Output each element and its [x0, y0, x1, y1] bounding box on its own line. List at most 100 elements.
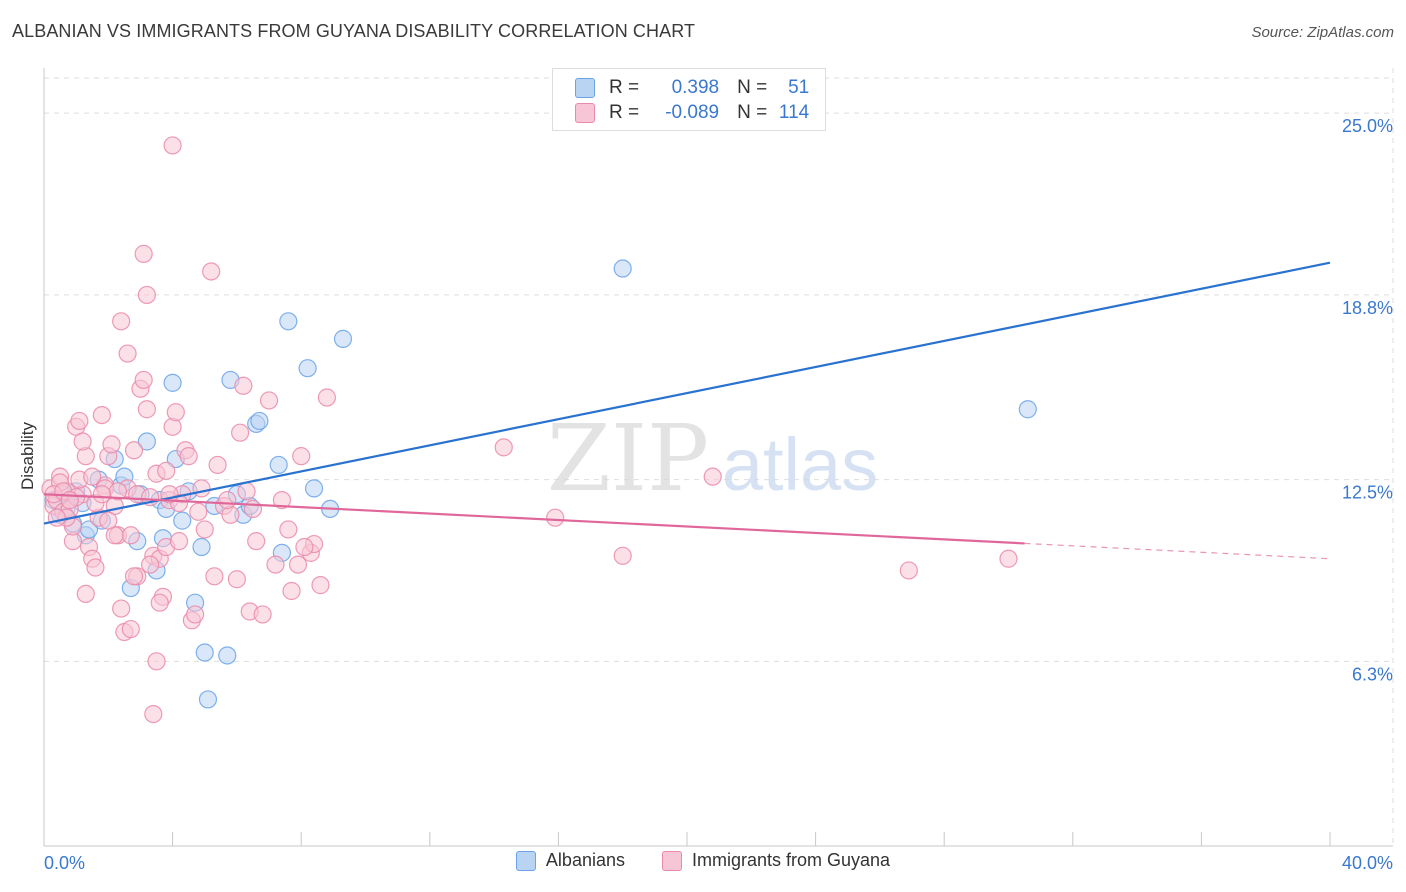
albanians-point: [269, 455, 288, 475]
guyana-point: [144, 704, 163, 724]
legend-item-guyana[interactable]: Immigrants from Guyana: [662, 850, 890, 871]
stats-row-guyana: R = -0.089 N = 114: [575, 100, 809, 126]
guyana-point: [137, 285, 156, 305]
albanians-point: [304, 479, 324, 498]
watermark-atlas: atlas: [722, 423, 878, 506]
watermark-zip: ZIP: [547, 405, 709, 512]
r-label: R =: [609, 77, 640, 98]
guyana-point: [99, 511, 118, 530]
legend: Albanians Immigrants from Guyana: [0, 850, 1406, 876]
albanians-point: [298, 359, 317, 378]
y-tick-label: 6.3%: [1352, 664, 1393, 684]
n-value: 114: [778, 102, 810, 123]
albanians-point: [173, 511, 192, 530]
guyana-point: [234, 376, 253, 395]
guyana-point: [112, 599, 131, 618]
guyana-point: [92, 405, 111, 425]
chart-title: ALBANIAN VS IMMIGRANTS FROM GUYANA DISAB…: [12, 21, 696, 41]
r-value: -0.089: [665, 102, 720, 123]
stats-row-albanians: R = 0.398 N = 51: [575, 75, 809, 101]
guyana-point: [195, 520, 214, 539]
guyana-point: [102, 435, 121, 454]
guyana-point: [288, 555, 308, 574]
guyana-point: [124, 567, 144, 586]
guyana-point: [266, 555, 285, 574]
albanians-point: [137, 432, 156, 451]
x-tick-label-max: 40.0%: [1342, 853, 1393, 873]
guyana-point: [118, 344, 137, 363]
guyana-point: [202, 262, 221, 281]
guyana-point: [124, 441, 144, 460]
x-tick-label-min: 0.0%: [44, 853, 85, 873]
guyana-point: [137, 400, 156, 419]
guyana-point: [186, 605, 205, 624]
guyana-point: [227, 570, 246, 589]
guyana-point: [208, 455, 227, 475]
guyana-point: [157, 461, 176, 480]
guyana-trend-extension: [1024, 542, 1331, 560]
guyana-point: [237, 482, 256, 501]
albanians-trend-line: [43, 261, 1331, 525]
guyana-legend-swatch: [662, 850, 682, 871]
guyana-point: [999, 549, 1018, 568]
albanians-point: [333, 329, 353, 348]
legend-item-albanians[interactable]: Albanians: [515, 850, 625, 871]
guyana-point: [163, 136, 182, 155]
legend-label-albanians: Albanians: [545, 850, 625, 870]
guyana-point: [163, 417, 182, 436]
guyana-point: [86, 558, 105, 577]
guyana-point: [121, 526, 140, 545]
guyana-point: [703, 467, 722, 486]
guyana-point: [147, 652, 166, 671]
guyana-point: [243, 499, 263, 519]
guyana-point: [70, 411, 89, 431]
guyana-point: [221, 505, 240, 524]
albanians-point: [250, 411, 269, 431]
guyana-point: [134, 370, 153, 390]
y-tick-label: 25.0%: [1342, 116, 1393, 136]
guyana-point: [253, 605, 272, 624]
albanians-point: [1018, 400, 1037, 419]
r-label: R =: [609, 102, 640, 123]
albanians-point: [198, 690, 218, 709]
guyana-point: [279, 520, 298, 539]
trend-layer: [43, 261, 1331, 560]
guyana-point: [247, 532, 266, 551]
guyana-point: [231, 423, 250, 442]
guyana-swatch: [575, 103, 595, 123]
guyana-point: [169, 532, 189, 551]
guyana-point: [150, 593, 169, 612]
albanians-point: [195, 643, 214, 662]
guyana-point: [92, 485, 111, 504]
guyana-point: [259, 391, 279, 410]
guyana-point: [272, 491, 292, 510]
albanians-point: [163, 373, 182, 392]
guyana-point: [218, 491, 237, 510]
guyana-point: [140, 555, 160, 574]
guyana-point: [494, 438, 513, 457]
r-value: 0.398: [671, 77, 720, 98]
guyana-point: [292, 447, 311, 466]
guyana-point: [295, 537, 314, 557]
guyana-point: [76, 584, 95, 604]
y-tick-label: 18.8%: [1342, 298, 1393, 318]
guyana-point: [317, 388, 337, 407]
guyana-point: [179, 447, 198, 466]
guyana-point: [899, 561, 918, 580]
guyana-point: [546, 508, 565, 527]
guyana-point: [73, 432, 92, 451]
source-credit: Source: ZipAtlas.com: [1251, 24, 1394, 41]
guyana-point: [282, 581, 301, 601]
y-axis-title: Disability: [18, 421, 37, 490]
grid-layer: [44, 68, 1394, 846]
albanians-point: [192, 537, 211, 557]
labels-layer: Disability 0.0% 40.0% 6.3% 12.5% 18.8% 25.0…: [18, 116, 1393, 873]
guyana-point: [613, 546, 632, 565]
guyana-trend-line: [43, 493, 1025, 545]
albanians-point: [218, 646, 237, 665]
guyana-point: [205, 567, 224, 586]
guyana-point: [121, 619, 140, 639]
n-value: 51: [788, 77, 810, 98]
albanians-swatch: [575, 78, 595, 98]
